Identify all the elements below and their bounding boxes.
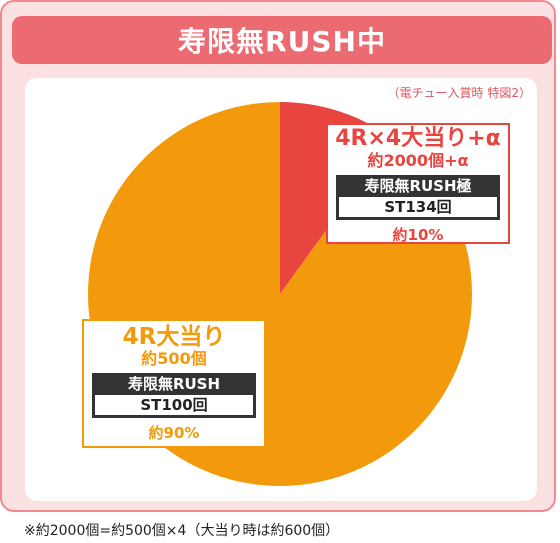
slice-label-small: 4R×4大当り+α 約2000個+α 寿限無RUSH極 ST134回 約10%	[326, 123, 510, 244]
slice-label-large: 4R大当り 約500個 寿限無RUSH ST100回 約90%	[82, 319, 266, 448]
slice-label-st: ST100回	[92, 395, 256, 418]
slice-label-mode: 寿限無RUSH極	[336, 175, 500, 197]
footnote: ※約2000個=約500個×4（大当り時は約600個）	[24, 523, 340, 539]
slice-label-percent: 約90%	[148, 424, 200, 442]
title-bar: 寿限無RUSH中	[12, 16, 552, 64]
slice-label-mode: 寿限無RUSH	[92, 373, 256, 395]
slice-label-amount: 約500個	[141, 349, 207, 368]
slice-label-amount: 約2000個+α	[367, 151, 469, 170]
slice-label-percent: 約10%	[392, 226, 444, 244]
slice-label-st: ST134回	[336, 197, 500, 220]
slice-label-title: 4R大当り	[122, 324, 226, 350]
chart-panel: 寿限無RUSH中 （電チュー入賞時 特図2） 4R×4大当り+α 約2000個+…	[0, 0, 556, 512]
slice-label-title: 4R×4大当り+α	[335, 126, 501, 151]
condition-note: （電チュー入賞時 特図2）	[387, 86, 531, 100]
chart-title: 寿限無RUSH中	[178, 25, 386, 58]
